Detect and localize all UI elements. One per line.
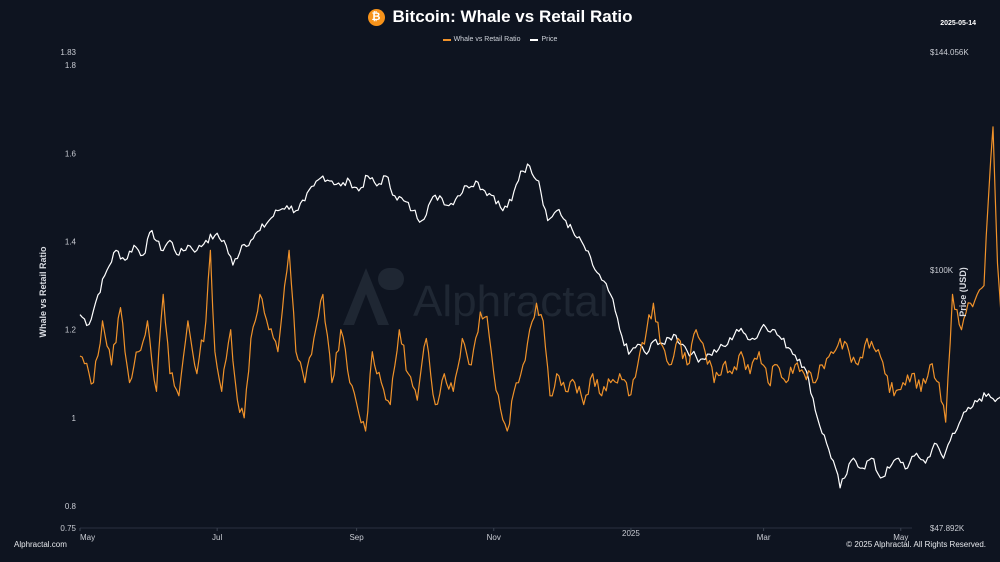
y-left-tick-label: 1.8 — [65, 61, 77, 70]
bitcoin-icon: ₿ — [367, 8, 385, 26]
y-left-tick-label: 1 — [72, 414, 77, 423]
x-tick-label: Jul — [212, 533, 222, 542]
date-label: 2025-05-14 — [940, 20, 976, 27]
chart-title: Bitcoin: Whale vs Retail Ratio — [392, 7, 633, 26]
y-left-tick-label: 1.2 — [65, 326, 77, 335]
y-left-axis-title: Whale vs Retail Ratio — [38, 246, 48, 338]
y-right-axis-ticks: $144.056K $100K $47.892K — [930, 48, 969, 533]
watermark-text: Alphractal — [413, 277, 609, 326]
y-left-tick-label: 1.4 — [65, 238, 77, 247]
legend-swatch-ratio — [442, 38, 451, 41]
footer-source: Alphractal.com — [14, 540, 67, 549]
x-axis-ticks: May Jul Sep Nov 2025 Mar May — [79, 528, 908, 542]
legend: Whale vs Retail Ratio Price — [0, 36, 1000, 43]
legend-item-price[interactable]: Price — [530, 36, 557, 43]
legend-label-price: Price — [541, 36, 558, 43]
x-tick-label: Sep — [349, 533, 364, 542]
y-right-axis-title: Price (USD) — [958, 267, 968, 317]
y-left-tick-label: 1.6 — [65, 149, 77, 158]
x-tick-label: May — [893, 533, 908, 542]
x-tick-label: Mar — [757, 533, 771, 542]
x-tick-label: 2025 — [622, 529, 640, 538]
legend-label-ratio: Whale vs Retail Ratio — [453, 36, 521, 43]
footer-copyright: © 2025 Alphractal. All Rights Reserved. — [846, 540, 986, 549]
y-left-tick-label: 0.8 — [65, 502, 77, 511]
y-right-tick-label: $100K — [930, 266, 954, 275]
series-line-price — [79, 163, 1000, 489]
watermark: Alphractal — [343, 268, 609, 326]
y-right-tick-label: $144.056K — [930, 48, 969, 57]
legend-item-ratio[interactable]: Whale vs Retail Ratio — [442, 36, 521, 43]
y-left-tick-label: 1.83 — [60, 48, 76, 57]
y-left-tick-label: 0.75 — [60, 524, 76, 533]
x-tick-label: Nov — [487, 533, 501, 542]
legend-swatch-price — [530, 38, 539, 41]
series-line-whale-retail-ratio — [79, 126, 1000, 432]
x-tick-label: May — [80, 533, 95, 542]
y-left-axis-ticks: 1.83 1.8 1.6 1.4 1.2 1 0.8 0.75 — [60, 48, 76, 533]
y-right-tick-label: $47.892K — [930, 524, 965, 533]
chart-header: ₿ Bitcoin: Whale vs Retail Ratio — [0, 7, 1000, 27]
